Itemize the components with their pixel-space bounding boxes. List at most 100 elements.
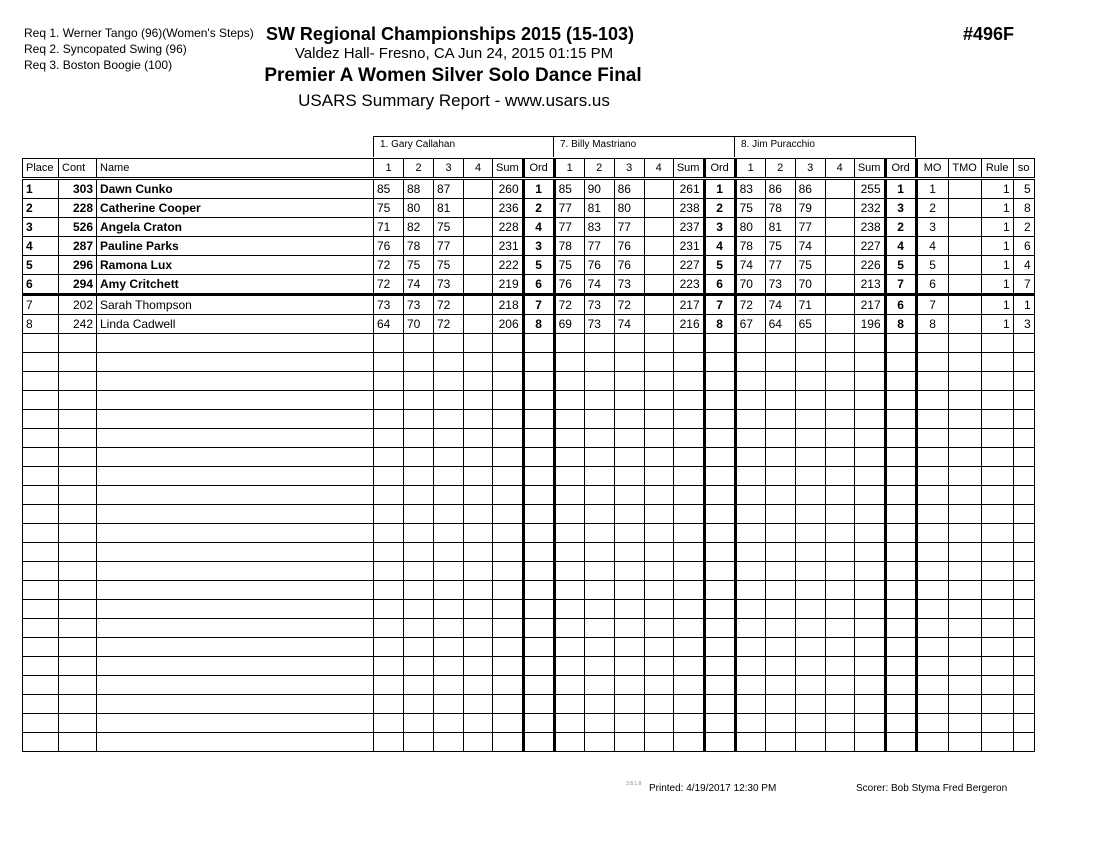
mo-cell (914, 523, 949, 543)
mo-cell: 7 (914, 294, 949, 315)
place-cell (22, 504, 59, 524)
sum-cell: 223 (672, 274, 705, 296)
mark-cell (764, 675, 796, 695)
ord-cell (521, 390, 555, 410)
mark-cell (733, 352, 766, 372)
cont-cell (58, 447, 97, 467)
mark-cell (613, 675, 645, 695)
col-judge1-mark2: 2 (403, 158, 434, 180)
mark-cell (643, 428, 674, 448)
so-cell (1012, 713, 1035, 733)
sum-cell: 260 (492, 178, 524, 199)
sum-cell (672, 618, 705, 638)
mark-cell (764, 656, 796, 676)
mark-cell: 76 (613, 236, 645, 256)
mark-cell (583, 409, 615, 429)
mark-cell: 77 (552, 198, 585, 218)
mark-cell (643, 198, 674, 218)
so-cell: 8 (1012, 198, 1035, 218)
mark-cell (373, 561, 404, 581)
name-cell (96, 694, 374, 714)
mark-cell (764, 352, 796, 372)
sum-cell: 216 (672, 314, 705, 334)
mark-cell: 80 (403, 198, 434, 218)
place-cell (22, 732, 59, 752)
mark-cell (433, 713, 464, 733)
ord-cell (883, 504, 917, 524)
mark-cell (764, 580, 796, 600)
tmo-cell (947, 694, 982, 714)
sum-cell (672, 599, 705, 619)
so-cell (1012, 599, 1035, 619)
col-judge3-sum: Sum (853, 158, 886, 180)
mark-cell (643, 561, 674, 581)
cont-cell (58, 371, 97, 391)
cont-cell (58, 618, 97, 638)
mark-cell: 85 (552, 178, 585, 199)
mark-cell (643, 409, 674, 429)
mo-cell (914, 352, 949, 372)
col-judge3-mark2: 2 (764, 158, 796, 180)
ord-cell (702, 732, 736, 752)
mark-cell: 83 (733, 178, 766, 199)
mark-cell (373, 466, 404, 486)
empty-row (22, 504, 1035, 524)
mo-cell (914, 732, 949, 752)
mark-cell (733, 542, 766, 562)
mo-cell (914, 428, 949, 448)
rule-cell: 1 (980, 294, 1014, 315)
mark-cell (613, 542, 645, 562)
mo-cell (914, 656, 949, 676)
mark-cell (433, 466, 464, 486)
mark-cell (643, 675, 674, 695)
mark-cell (403, 694, 434, 714)
mark-cell (433, 504, 464, 524)
sum-cell (492, 542, 524, 562)
cont-cell: 526 (58, 217, 97, 237)
sum-cell: 238 (672, 198, 705, 218)
sum-cell (853, 713, 886, 733)
sum-cell (672, 713, 705, 733)
mark-cell: 78 (552, 236, 585, 256)
mark-cell: 80 (733, 217, 766, 237)
mark-cell (764, 390, 796, 410)
sum-cell: 217 (853, 294, 886, 315)
mark-cell (643, 447, 674, 467)
mark-cell (824, 333, 855, 353)
mark-cell (373, 713, 404, 733)
place-cell (22, 523, 59, 543)
mark-cell (552, 713, 585, 733)
mo-cell (914, 466, 949, 486)
mark-cell: 75 (764, 236, 796, 256)
so-cell: 2 (1012, 217, 1035, 237)
mark-cell: 81 (764, 217, 796, 237)
mark-cell (643, 713, 674, 733)
mark-cell (824, 542, 855, 562)
so-cell (1012, 618, 1035, 638)
mark-cell (583, 504, 615, 524)
mark-cell: 71 (373, 217, 404, 237)
cont-cell: 202 (58, 294, 97, 315)
mark-cell (463, 352, 493, 372)
ord-cell (883, 523, 917, 543)
mark-cell (824, 694, 855, 714)
ord-cell: 1 (883, 178, 917, 199)
mark-cell (433, 675, 464, 695)
mark-cell: 76 (613, 255, 645, 275)
mark-cell: 73 (373, 294, 404, 315)
name-cell (96, 428, 374, 448)
mark-cell (613, 390, 645, 410)
mark-cell (613, 618, 645, 638)
ord-cell (883, 618, 917, 638)
mark-cell: 88 (403, 178, 434, 199)
so-cell (1012, 675, 1035, 695)
mark-cell (463, 428, 493, 448)
so-cell (1012, 352, 1035, 372)
tmo-cell (947, 485, 982, 505)
mark-cell (794, 656, 826, 676)
cont-cell: 294 (58, 274, 97, 296)
mark-cell: 86 (764, 178, 796, 199)
cont-cell: 228 (58, 198, 97, 218)
cont-cell: 242 (58, 314, 97, 334)
mark-cell (764, 504, 796, 524)
